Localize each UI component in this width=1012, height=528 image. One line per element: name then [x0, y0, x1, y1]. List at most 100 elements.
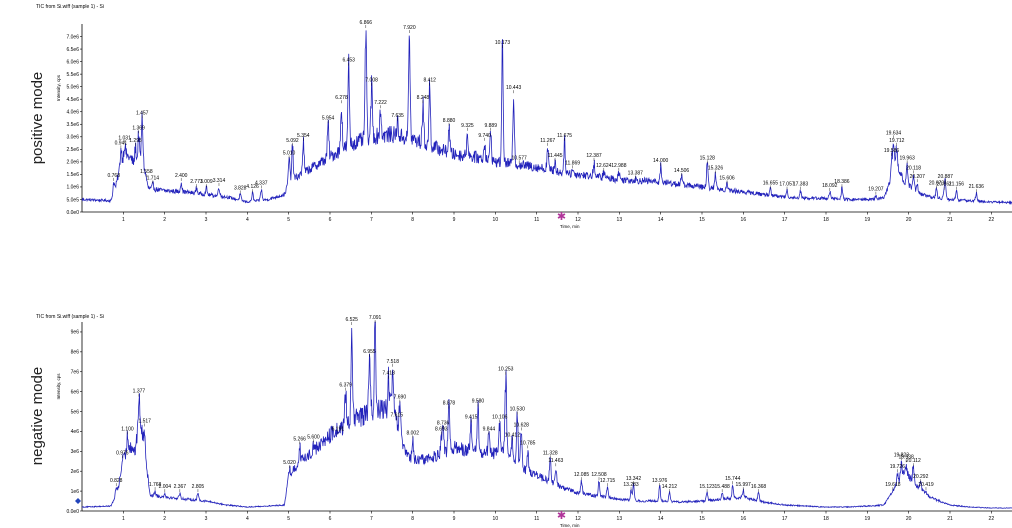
positive-y-tick-label: 0.0e0 [66, 210, 79, 216]
positive-peak-label: 19.207 [868, 187, 884, 193]
positive-x-tick-label: 13 [617, 217, 623, 223]
positive-peak-label: 15.326 [708, 165, 724, 171]
negative-peak-label: 0.828 [110, 478, 123, 484]
positive-peak-label: 19.586 [884, 148, 900, 154]
negative-diamond-marker-icon [75, 498, 81, 505]
positive-peak-label: 7.008 [365, 78, 378, 84]
positive-peak-label: 3.828 [234, 185, 247, 191]
negative-peak-label: 9.580 [472, 399, 485, 405]
negative-peak-label: 7.518 [386, 359, 399, 365]
negative-peak-label: 1.100 [121, 426, 134, 432]
negative-x-tick-label: 17 [782, 516, 788, 522]
positive-peak-label: 14.000 [653, 158, 669, 164]
positive-peak-label: 19.634 [886, 130, 902, 136]
positive-peak-label: 6.453 [342, 58, 355, 64]
negative-peak-label: 10.785 [520, 440, 536, 446]
negative-peak-label: 6.191 [332, 426, 345, 432]
positive-x-tick-label: 14 [658, 217, 664, 223]
positive-y-tick-label: 4.0e6 [66, 110, 79, 116]
positive-peak-label: 3.009 [200, 179, 213, 185]
positive-peak-label: 15.606 [719, 175, 735, 181]
positive-y-tick-label: 5.0e5 [66, 197, 79, 203]
negative-x-tick-label: 2 [163, 516, 166, 522]
positive-peak-label: 9.889 [484, 123, 497, 129]
positive-peak-label: 1.714 [147, 175, 160, 181]
positive-peak-label: 17.057 [779, 182, 795, 188]
positive-x-tick-label: 3 [205, 217, 208, 223]
positive-peak-label: 4.126 [246, 184, 259, 190]
positive-peak-label: 9.325 [461, 123, 474, 129]
negative-mode-panel: TIC from Si.wiff (sample 1) - Si negative… [29, 314, 1012, 528]
negative-peak-label: 12.085 [574, 472, 590, 478]
negative-tic-trace [81, 321, 1012, 509]
negative-peak-label: 1.768 [149, 482, 162, 488]
positive-peak-label: 8.880 [443, 118, 456, 124]
positive-y-tick-label: 3.5e6 [66, 122, 79, 128]
negative-peak-label: 2.367 [174, 484, 187, 490]
negative-peak-label: 14.212 [662, 484, 678, 490]
negative-y-tick-label: 5e6 [71, 409, 80, 415]
positive-y-tick-label: 3.0e6 [66, 135, 79, 141]
positive-y-tick-label: 6.0e6 [66, 59, 79, 65]
negative-peak-label: 5.600 [307, 434, 320, 440]
positive-peak-label: 19.963 [899, 155, 915, 161]
negative-x-tick-label: 18 [823, 516, 829, 522]
positive-x-tick-label: 5 [287, 217, 290, 223]
negative-y-tick-label: 3e6 [71, 449, 80, 455]
negative-peak-label: 15.744 [725, 476, 741, 482]
negative-peak-label: 6.525 [345, 317, 358, 323]
negative-peak-label: 13.283 [623, 482, 639, 488]
positive-time-marker-icon: ✱ [557, 210, 566, 223]
positive-peak-label: 12.387 [586, 153, 602, 159]
positive-y-axis-label: Intensity, cps [56, 74, 61, 101]
positive-x-tick-label: 18 [823, 217, 829, 223]
negative-peak-label: 12.508 [591, 472, 607, 478]
positive-peak-label: 10.173 [495, 40, 511, 46]
positive-peak-label: 7.920 [403, 25, 416, 31]
negative-x-tick-label: 4 [246, 516, 249, 522]
negative-peak-label: 7.690 [394, 395, 407, 401]
positive-peak-label: 5.010 [283, 150, 296, 156]
negative-peak-label: 15.997 [736, 482, 752, 488]
positive-x-tick-label: 15 [699, 217, 705, 223]
positive-peak-label: 17.383 [793, 182, 809, 188]
negative-y-tick-label: 6e6 [71, 389, 80, 395]
positive-x-tick-label: 11 [534, 217, 539, 223]
negative-x-tick-label: 20 [906, 516, 912, 522]
negative-peak-label: 6.379 [339, 383, 352, 389]
negative-peak-label: 2.805 [192, 484, 205, 490]
negative-x-tick-label: 9 [453, 516, 456, 522]
negative-peak-label: 9.844 [483, 426, 496, 432]
positive-x-tick-label: 4 [246, 217, 249, 223]
positive-y-tick-label: 5.5e6 [66, 72, 79, 78]
negative-peak-label: 0.976 [116, 450, 129, 456]
positive-peak-label: 5.354 [297, 133, 310, 139]
negative-peak-label: 5.266 [293, 436, 306, 442]
positive-x-tick-label: 7 [370, 217, 373, 223]
negative-y-axis-label: Intensity, cps [56, 373, 61, 400]
positive-peak-label: 8.412 [423, 78, 436, 84]
negative-peak-label: 11.328 [543, 450, 558, 456]
negative-peak-label: 15.488 [715, 484, 731, 490]
positive-x-tick-label: 20 [906, 217, 912, 223]
positive-peak-label: 16.655 [763, 180, 779, 186]
positive-peak-label: 7.222 [374, 100, 387, 106]
positive-y-tick-label: 1.0e6 [66, 185, 79, 191]
negative-x-tick-label: 22 [989, 516, 995, 522]
negative-x-tick-label: 8 [411, 516, 414, 522]
positive-mode-label: positive mode [29, 72, 46, 165]
negative-peak-label: 1.377 [133, 389, 146, 395]
negative-peak-label: 15.123 [699, 484, 715, 490]
positive-x-tick-label: 12 [575, 217, 581, 223]
positive-y-tick-label: 1.5e6 [66, 172, 79, 178]
positive-peak-label: 6.866 [360, 20, 373, 26]
positive-y-tick-label: 7.0e6 [66, 34, 79, 40]
negative-x-tick-label: 5 [287, 516, 290, 522]
positive-y-tick-label: 6.5e6 [66, 47, 79, 53]
negative-peak-label: 1.517 [138, 418, 151, 424]
positive-peak-label: 10.443 [506, 85, 522, 91]
positive-peak-label: 13.387 [628, 170, 644, 176]
negative-time-marker-icon: ✱ [557, 509, 566, 522]
positive-peak-label: 21.636 [969, 184, 985, 190]
positive-peak-label: 1.558 [140, 169, 153, 175]
